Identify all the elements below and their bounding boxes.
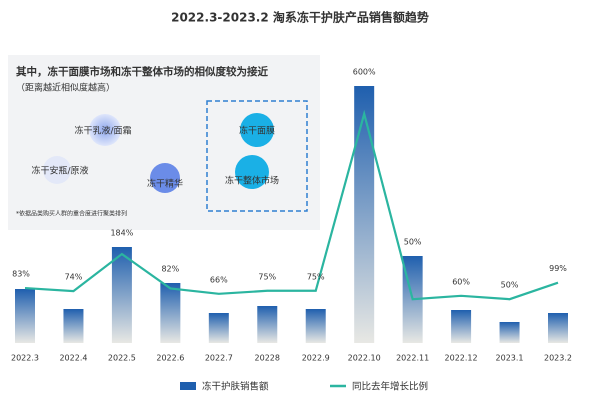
bar [15,289,35,343]
x-tick-label: 20228 [255,354,280,363]
bar [548,313,568,343]
bar [160,283,181,343]
data-label: 60% [452,277,470,286]
bar [63,309,84,343]
data-label: 66% [210,275,228,284]
bubble-label: 冻干精华 [147,178,183,190]
bar [354,86,375,343]
x-tick-label: 2022.12 [445,354,478,363]
x-tick-label: 2022.5 [108,354,136,363]
x-tick-label: 2023.2 [544,354,572,363]
inset-title: 其中，冻干面膜市场和冻干整体市场的相似度较为接近 [16,65,268,78]
x-tick-label: 2022.4 [59,354,87,363]
x-tick-label: 2022.10 [348,354,381,363]
bubble [150,163,180,193]
bubble-label: 冻干乳液/面霜 [74,125,131,137]
bar [111,247,132,343]
legend-label: 冻干护肤销售额 [202,381,269,393]
chart-title: 2022.3-2023.2 淘系冻干护肤产品销售额趋势 [171,10,429,25]
x-tick-label: 2022.11 [396,354,429,363]
bubble-label: 冻干安瓶/原液 [31,165,88,177]
legend-swatch [180,382,196,390]
bar [208,313,229,343]
inset-note: *依据品类购买人群的重合度进行聚类排列 [16,210,127,218]
legend-label: 同比去年增长比例 [352,381,428,393]
data-label: 83% [12,270,30,279]
data-label: 74% [65,273,83,282]
x-tick-label: 2023.1 [496,354,524,363]
data-label: 50% [501,281,519,290]
bar [257,306,278,343]
data-label: 50% [404,238,422,247]
bubble [89,114,121,146]
data-label: 99% [549,264,567,273]
x-tick-label: 2022.3 [11,354,39,363]
bar [499,322,520,343]
inset-dashed-box [206,100,308,212]
data-label: 184% [110,229,133,238]
inset: 其中，冻干面膜市场和冻干整体市场的相似度较为接近 （距离越近相似度越高） 冻干乳… [8,55,320,230]
bubble-label: 冻干整体市场 [225,175,279,187]
bar [305,309,326,343]
data-label: 75% [307,272,325,281]
line [24,109,559,301]
data-label: 82% [161,265,179,274]
bubble [240,113,274,147]
inset-subtitle: （距离越近相似度越高） [16,82,115,94]
bar [451,310,472,343]
bubble [235,155,269,189]
bubble-label: 冻干面膜 [239,125,275,137]
x-tick-label: 2022.7 [205,354,233,363]
inset-panel [8,55,320,230]
bubble [43,156,71,184]
data-label: 75% [258,272,276,281]
data-label: 600% [353,68,376,77]
x-tick-label: 2022.6 [156,354,184,363]
x-tick-label: 2022.9 [302,354,330,363]
